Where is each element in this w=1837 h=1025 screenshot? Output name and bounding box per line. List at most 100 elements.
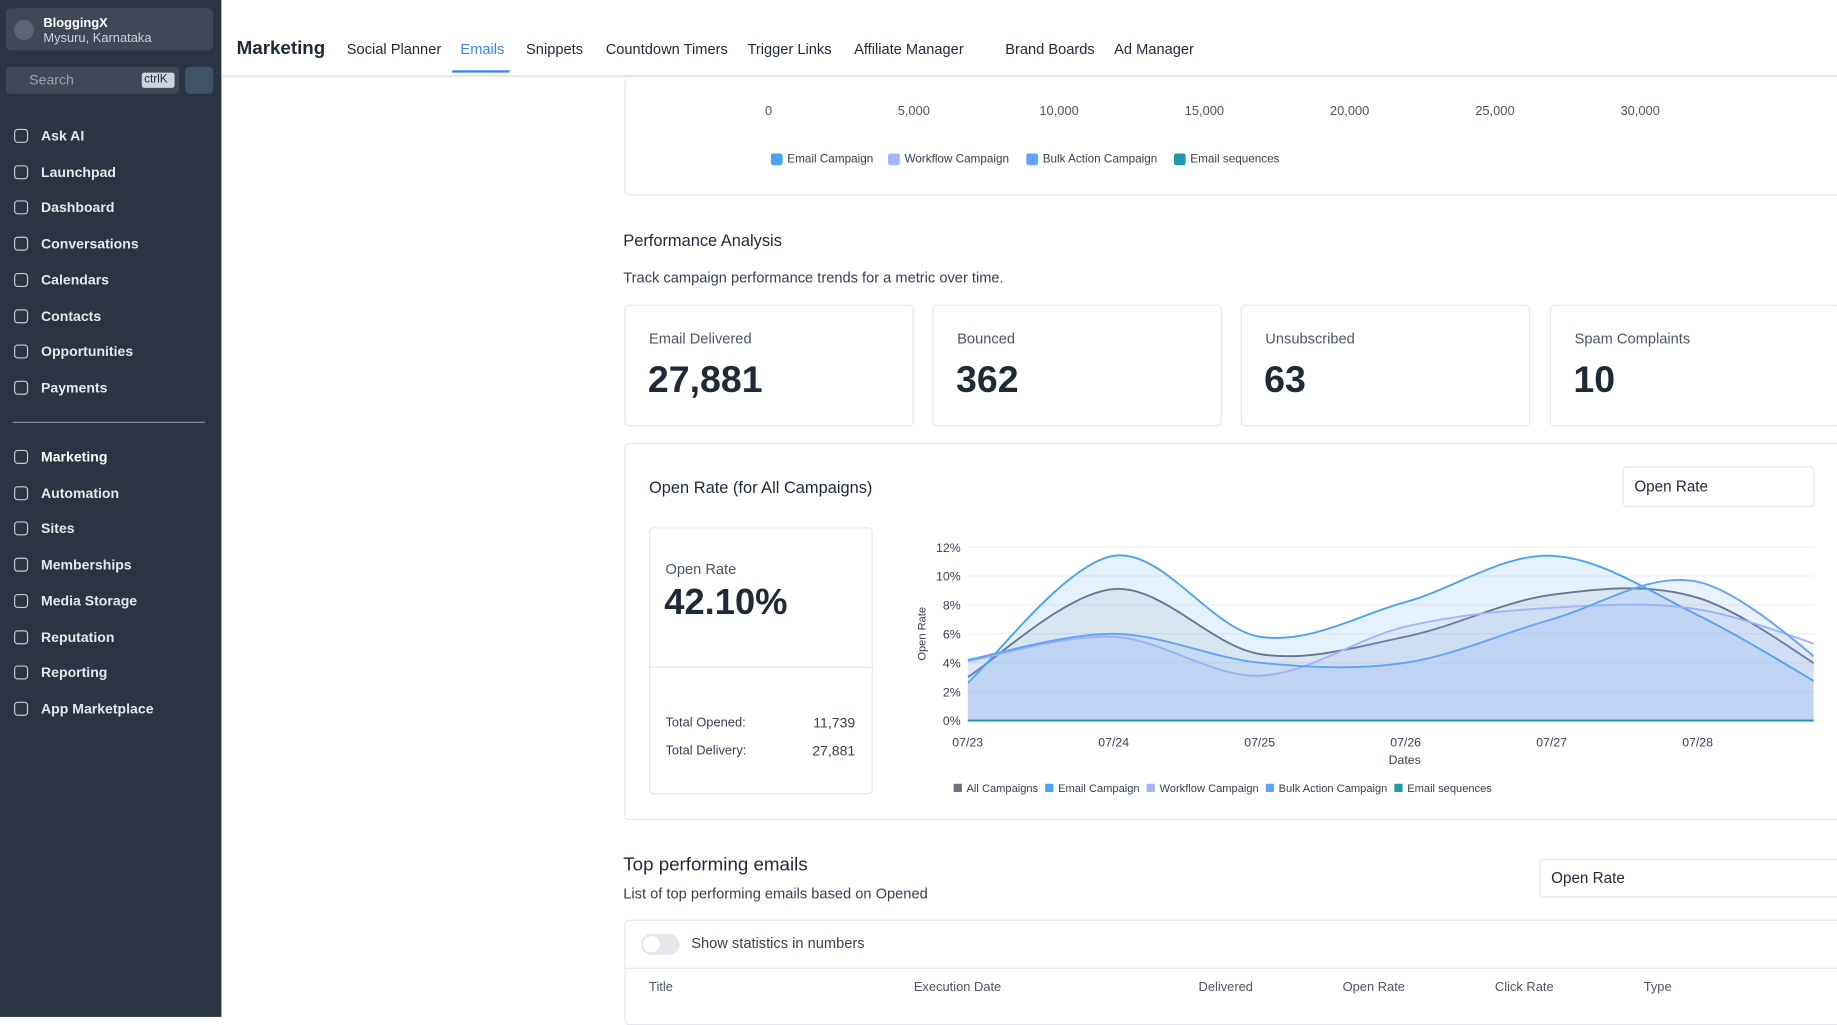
divider: [649, 666, 873, 668]
delivery-chart-card: [624, 77, 1837, 196]
series-area: [967, 580, 1814, 721]
summary-row-label: Total Opened:: [665, 715, 746, 730]
legend-label: Email sequences: [1407, 783, 1492, 795]
menu-item[interactable]: Dashboard: [41, 199, 115, 217]
menu-icon: [14, 485, 29, 500]
legend-swatch: [1026, 153, 1039, 166]
top-emails-dropdown[interactable]: [1539, 858, 1837, 898]
legend-swatch: [1173, 153, 1186, 166]
menu-icon: [14, 128, 29, 143]
x-tick-label: 0: [764, 104, 773, 119]
nav-tab[interactable]: Snippets: [526, 41, 584, 58]
nav-tab[interactable]: Ad Manager: [1114, 41, 1194, 58]
quick-action[interactable]: [185, 66, 214, 94]
x-tick-label: 15,000: [1184, 104, 1225, 119]
divider: [12, 421, 206, 423]
menu-icon: [14, 701, 29, 716]
x-tick-label: 5,000: [897, 104, 930, 119]
nav-tab[interactable]: Countdown Timers: [605, 41, 728, 58]
stat-card: [1240, 304, 1531, 427]
menu-icon: [14, 521, 29, 536]
column-header: Type: [1643, 980, 1672, 995]
menu-icon: [14, 164, 29, 179]
stat-label: Bounced: [957, 330, 1015, 347]
stat-label: Spam Complaints: [1574, 330, 1691, 347]
column-header: Open Rate: [1342, 980, 1405, 995]
menu-item[interactable]: Automation: [41, 484, 120, 502]
menu-icon: [14, 200, 29, 215]
legend-label: Bulk Action Campaign: [1279, 783, 1388, 795]
menu-item[interactable]: Marketing: [41, 448, 108, 466]
table-divider: [624, 967, 1837, 969]
y-axis-title: Open Rate: [917, 607, 929, 661]
stat-value: 362: [955, 357, 1019, 401]
menu-item[interactable]: Calendars: [41, 271, 109, 288]
metric-dropdown[interactable]: [1622, 466, 1815, 508]
summary-row-value: 27,881: [812, 742, 856, 760]
menu-item[interactable]: Media Storage: [41, 592, 138, 609]
section-title: Top performing emails: [623, 855, 808, 876]
menu-item[interactable]: Contacts: [41, 307, 102, 324]
menu-item[interactable]: Reporting: [41, 664, 108, 681]
stat-card: [932, 304, 1222, 427]
account-switcher[interactable]: [5, 8, 214, 51]
y-tick-label: 12%: [936, 541, 961, 555]
menu-item[interactable]: Launchpad: [41, 163, 117, 181]
nav-tab[interactable]: Trigger Links: [747, 41, 832, 58]
open-rate-summary: [649, 527, 873, 795]
x-tick-label: 07/23: [952, 735, 983, 749]
menu-item[interactable]: Reputation: [41, 628, 115, 645]
y-tick-label: 2%: [943, 685, 961, 699]
x-tick-label: 07/26: [1390, 735, 1421, 749]
legend-label: Email sequences: [1190, 152, 1280, 166]
legend-label: All Campaigns: [967, 783, 1039, 795]
nav-tab[interactable]: Emails: [460, 41, 505, 58]
section-subtitle: Track campaign performance trends for a …: [623, 269, 1004, 286]
stat-value: 27,881: [647, 357, 763, 401]
dropdown-value[interactable]: Open Rate: [1551, 868, 1625, 887]
menu-icon: [14, 272, 29, 287]
nav-tab[interactable]: Brand Boards: [1005, 41, 1095, 58]
menu-item[interactable]: Memberships: [41, 556, 132, 574]
menu-item[interactable]: Conversations: [41, 235, 139, 252]
column-header: Title: [649, 980, 673, 995]
menu-icon: [14, 629, 29, 644]
x-tick-label: 30,000: [1620, 104, 1660, 119]
series-line: [967, 554, 1814, 684]
menu-item[interactable]: Ask AI: [41, 127, 85, 145]
menu-item[interactable]: Payments: [41, 379, 108, 396]
topbar: [221, 0, 1837, 78]
legend-swatch: [1045, 783, 1054, 792]
x-axis-title: Dates: [1389, 753, 1421, 767]
sidebar: BloggingX Mysuru, Karnataka Search ctrlK Ask…: [0, 0, 222, 1017]
menu-icon: [14, 308, 29, 323]
nav-tab[interactable]: Social Planner: [346, 41, 442, 58]
menu-item[interactable]: App Marketplace: [41, 700, 154, 717]
y-tick-label: 10%: [936, 570, 961, 584]
menu-icon: [14, 380, 29, 395]
legend-label: Workflow Campaign: [904, 152, 1010, 166]
plot: [967, 554, 1814, 722]
x-tick-label: 25,000: [1475, 104, 1515, 119]
nav-tab[interactable]: Affiliate Manager: [854, 41, 964, 58]
summary-value: 42.10%: [664, 581, 788, 623]
legend-swatch: [770, 153, 783, 166]
stat-card: [624, 304, 914, 427]
dropdown-value[interactable]: Open Rate: [1634, 477, 1708, 495]
menu-item[interactable]: Sites: [41, 520, 75, 538]
summary-label: Open Rate: [665, 561, 737, 578]
x-tick-label: 20,000: [1329, 104, 1370, 119]
x-tick-label: 07/27: [1536, 735, 1567, 749]
column-header: Execution Date: [913, 980, 1002, 995]
section-title: Performance Analysis: [623, 230, 782, 250]
series-line: [967, 579, 1814, 669]
stat-label: Email Delivered: [649, 330, 752, 347]
x-tick-label: 07/28: [1682, 735, 1713, 749]
menu-item[interactable]: Opportunities: [41, 343, 134, 360]
y-tick-label: 0%: [943, 714, 961, 728]
top-emails-table: [624, 919, 1837, 1025]
shortcut-badge: [141, 72, 175, 88]
stats-toggle[interactable]: [640, 933, 680, 955]
x-tick-label: 07/24: [1098, 735, 1129, 749]
